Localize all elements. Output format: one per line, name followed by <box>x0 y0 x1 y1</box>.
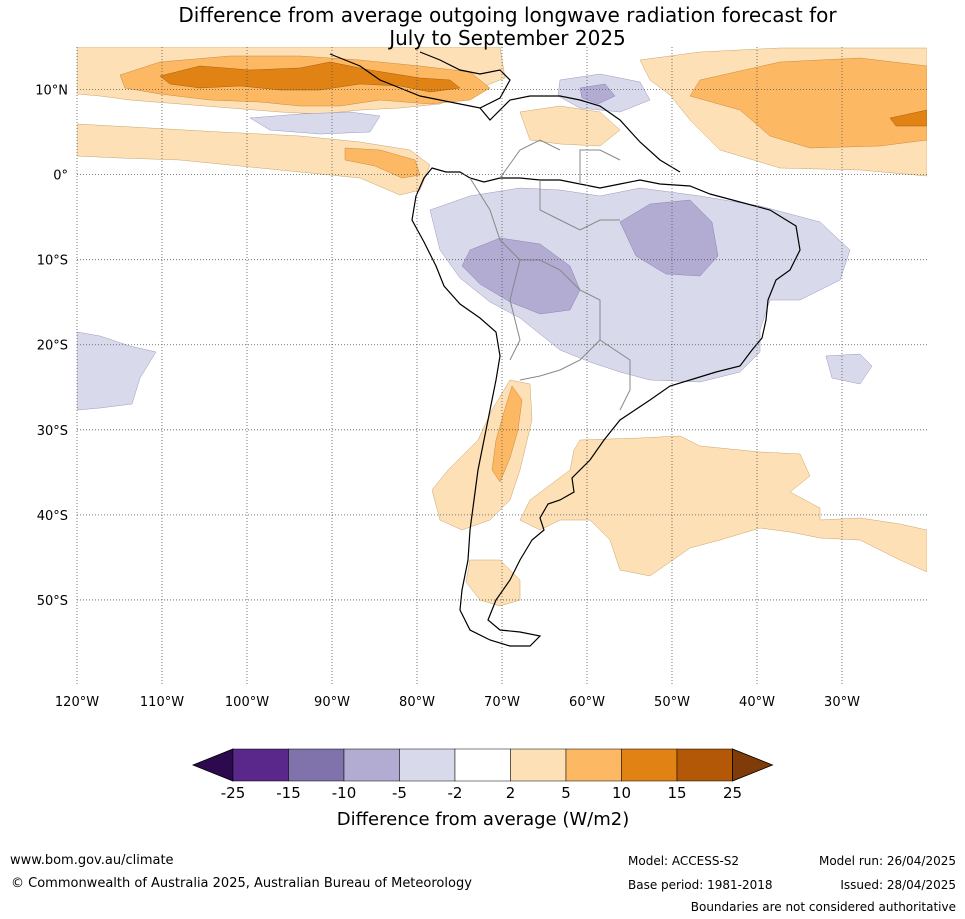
caribbean-coastline <box>479 95 681 173</box>
footer-model: Model: ACCESS-S2 <box>628 854 740 868</box>
colorbar-swatch <box>510 748 567 782</box>
lon-tick-label: 30°W <box>824 695 860 710</box>
anomaly-negative-amazon <box>429 187 851 383</box>
lon-tick-label: 100°W <box>225 695 269 710</box>
anomaly-positive-andes-core <box>491 385 523 483</box>
colorbar-swatch <box>454 748 511 782</box>
anomaly-positive-equatorial-core <box>344 147 421 179</box>
anomaly-negative-caribbean-core <box>579 83 616 105</box>
lat-tick-label: 10°S <box>37 254 68 269</box>
lon-tick-label: 110°W <box>140 695 184 710</box>
anomaly-negative-amazon-core-east <box>619 199 719 277</box>
anomaly-positive-north-atlantic-strong <box>889 109 927 127</box>
coastlines <box>329 51 801 647</box>
colorbar-swatch <box>288 748 345 782</box>
anomaly-positive-caribbean <box>519 105 621 147</box>
lat-tick-label: 40°S <box>37 509 68 524</box>
anomaly-positive-north-atlantic-core <box>689 57 927 149</box>
footer-boundaries-note: Boundaries are not considered authoritat… <box>690 900 956 914</box>
lon-tick-label: 80°W <box>399 695 435 710</box>
colorbar-tick-label: 5 <box>561 784 571 802</box>
colorbar-tick-label: 10 <box>612 784 631 802</box>
colorbar-swatch <box>399 748 456 782</box>
colorbar-tick-label: -2 <box>448 784 463 802</box>
map-title: Difference from average outgoing longwav… <box>0 4 965 50</box>
colorbar-tick-label: -5 <box>392 784 407 802</box>
lat-tick-label: 50°S <box>37 594 68 609</box>
border-lines <box>469 139 631 411</box>
country-borders <box>469 139 631 411</box>
lat-tick-label: 30°S <box>37 424 68 439</box>
lon-tick-label: 60°W <box>569 695 605 710</box>
lon-tick-labels: 120°W 110°W 100°W 90°W 80°W 70°W 60°W 50°W 40°W 3… <box>55 695 860 710</box>
graticule <box>76 47 927 685</box>
colorbar-tick-label: 2 <box>506 784 516 802</box>
footer-issued: Issued: 28/04/2025 <box>840 878 956 892</box>
title-line-2: July to September 2025 <box>389 26 626 50</box>
anomaly-positive-south-atlantic <box>519 435 927 577</box>
colorbar-tick-label: -10 <box>332 784 357 802</box>
colorbar-swatch <box>621 748 678 782</box>
colorbar-tick-label: 25 <box>723 784 742 802</box>
anomaly-negative-pacific-20s <box>77 331 157 411</box>
lat-tick-label: 0° <box>53 169 68 184</box>
lat-tick-label: 10°N <box>35 84 68 99</box>
anomaly-positive-patagonia <box>465 559 521 607</box>
lon-tick-label: 50°W <box>654 695 690 710</box>
colorbar-under-arrow <box>191 748 234 782</box>
colorbar-swatch <box>676 748 733 782</box>
colorbar-over-arrow <box>732 748 774 782</box>
colorbar-tick-label: 15 <box>667 784 686 802</box>
colorbar-swatch <box>565 748 622 782</box>
south-america-coastline <box>411 167 801 647</box>
anomaly-negative-amazon-core-west <box>461 237 581 315</box>
lat-tick-labels: 10°N 0° 10°S 20°S 30°S 40°S 50°S <box>35 84 68 609</box>
anomaly-positive-equatorial-band <box>77 123 431 196</box>
footer-base-period: Base period: 1981-2018 <box>628 878 773 892</box>
lon-tick-label: 40°W <box>739 695 775 710</box>
colorbar-swatch <box>343 748 400 782</box>
colorbar-swatch <box>232 748 289 782</box>
footer-website[interactable]: www.bom.gov.au/climate <box>10 853 174 868</box>
lon-tick-label: 120°W <box>55 695 99 710</box>
colorbar-tick-label: -15 <box>276 784 301 802</box>
colorbar-tick-label: -25 <box>221 784 246 802</box>
lon-tick-label: 70°W <box>484 695 520 710</box>
anomaly-field <box>77 47 927 607</box>
anomaly-negative-eastern-pacific <box>249 111 381 135</box>
footer-model-run: Model run: 26/04/2025 <box>818 854 956 868</box>
colorbar: -25 -15 -10 -5 -2 2 5 10 15 25 <box>191 748 774 802</box>
anomaly-positive-north-strong <box>159 61 461 93</box>
title-line-1: Difference from average outgoing longwav… <box>178 3 837 27</box>
colorbar-title: Difference from average (W/m2) <box>337 809 629 830</box>
footer-copyright: © Commonwealth of Australia 2025, Austra… <box>11 876 472 891</box>
lat-tick-label: 20°S <box>37 339 68 354</box>
lon-tick-label: 90°W <box>314 695 350 710</box>
anomaly-negative-atlantic-20s <box>825 353 873 385</box>
